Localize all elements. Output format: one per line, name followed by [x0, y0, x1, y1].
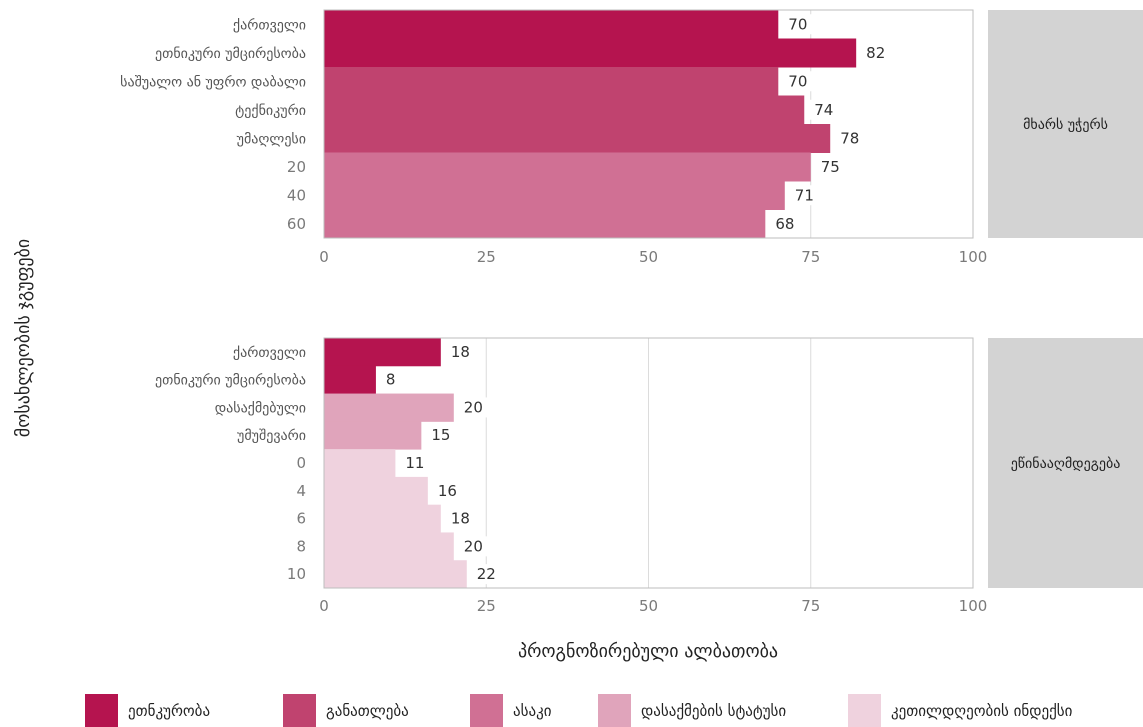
category-label: 4 — [296, 482, 306, 500]
x-tick-label: 25 — [477, 248, 496, 266]
x-tick-label: 50 — [639, 248, 658, 266]
bar — [324, 67, 778, 96]
facet-strip-label: მხარს უჭერს — [1023, 116, 1108, 133]
legend-label: განათლება — [326, 702, 409, 720]
data-label: 16 — [438, 482, 457, 500]
legend-item: კეთილდღეობის ინდექსი — [848, 694, 1073, 727]
category-label: 6 — [296, 510, 306, 528]
bar — [324, 96, 804, 125]
bar — [324, 394, 454, 422]
x-tick-label: 100 — [959, 248, 988, 266]
data-label: 78 — [840, 129, 859, 147]
legend-label: ეთნკურობა — [128, 702, 210, 720]
category-label: 0 — [296, 454, 306, 472]
bar — [324, 477, 428, 505]
bar — [324, 532, 454, 560]
data-label: 82 — [866, 44, 885, 62]
category-label: ეთნიკური უმცირესობა — [155, 45, 306, 62]
bar — [324, 449, 395, 477]
bar — [324, 366, 376, 394]
legend-swatch — [85, 694, 118, 727]
bar — [324, 560, 467, 588]
category-label: დასაქმებული — [215, 400, 306, 416]
legend-label: კეთილდღეობის ინდექსი — [891, 702, 1073, 720]
legend-swatch — [848, 694, 881, 727]
bar — [324, 505, 441, 533]
data-label: 15 — [431, 426, 450, 444]
category-label: 10 — [287, 565, 306, 583]
bar — [324, 181, 785, 210]
data-label: 75 — [821, 158, 840, 176]
legend-swatch — [283, 694, 316, 727]
data-label: 8 — [386, 371, 396, 389]
legend: ეთნკურობა განათლება ასაკი დასაქმების სტატუს… — [85, 694, 1073, 727]
bar — [324, 153, 811, 182]
category-label: 8 — [296, 537, 306, 555]
facet-strip-label: ეწინააღმდეგება — [1011, 456, 1121, 472]
bar — [324, 421, 421, 449]
data-label: 11 — [405, 454, 424, 472]
legend-item: დასაქმების სტატუსი — [598, 694, 786, 727]
legend-item: ეთნკურობა — [85, 694, 210, 727]
x-axis-title: პროგნოზირებული ალბათობა — [518, 641, 778, 662]
category-label: საშუალო ან უფრო დაბალი — [120, 73, 306, 90]
legend-item: განათლება — [283, 694, 409, 727]
legend-swatch — [470, 694, 503, 727]
category-label: ტექნიკური — [235, 102, 306, 119]
x-tick-label: 75 — [801, 248, 820, 266]
bar — [324, 210, 765, 239]
x-tick-label: 25 — [477, 597, 496, 615]
category-label: ქართველი — [233, 344, 306, 361]
legend-label: დასაქმების სტატუსი — [641, 702, 786, 720]
data-label: 71 — [795, 186, 814, 204]
bar — [324, 10, 778, 39]
x-tick-label: 75 — [801, 597, 820, 615]
data-label: 18 — [451, 510, 470, 528]
x-tick-label: 50 — [639, 597, 658, 615]
data-label: 22 — [477, 565, 496, 583]
data-label: 68 — [775, 215, 794, 233]
legend-item: ასაკი — [470, 694, 552, 727]
x-tick-label: 100 — [959, 597, 988, 615]
category-label: ეთნიკური უმცირესობა — [155, 372, 306, 389]
x-tick-label: 0 — [319, 597, 329, 615]
data-label: 74 — [814, 101, 833, 119]
data-label: 70 — [788, 72, 807, 90]
y-axis-title: მოსახლეობის ჯგუფები — [13, 239, 34, 437]
category-label: 40 — [287, 186, 306, 204]
category-label: 60 — [287, 215, 306, 233]
data-label: 20 — [464, 537, 483, 555]
category-label: ქართველი — [233, 16, 306, 33]
data-label: 20 — [464, 398, 483, 416]
bar — [324, 124, 830, 153]
category-label: უმაღლესი — [237, 131, 306, 147]
category-label: 20 — [287, 158, 306, 176]
data-label: 70 — [788, 15, 807, 33]
data-label: 18 — [451, 343, 470, 361]
x-tick-label: 0 — [319, 248, 329, 266]
bar — [324, 338, 441, 366]
legend-swatch — [598, 694, 631, 727]
legend-label: ასაკი — [513, 702, 552, 720]
category-label: უმუშევარი — [237, 427, 306, 444]
bar — [324, 39, 856, 68]
panel-2: 18 8 20 15 11 16 18 20 22 ქართველი ეთნიკური უმცირე… — [155, 338, 1143, 615]
